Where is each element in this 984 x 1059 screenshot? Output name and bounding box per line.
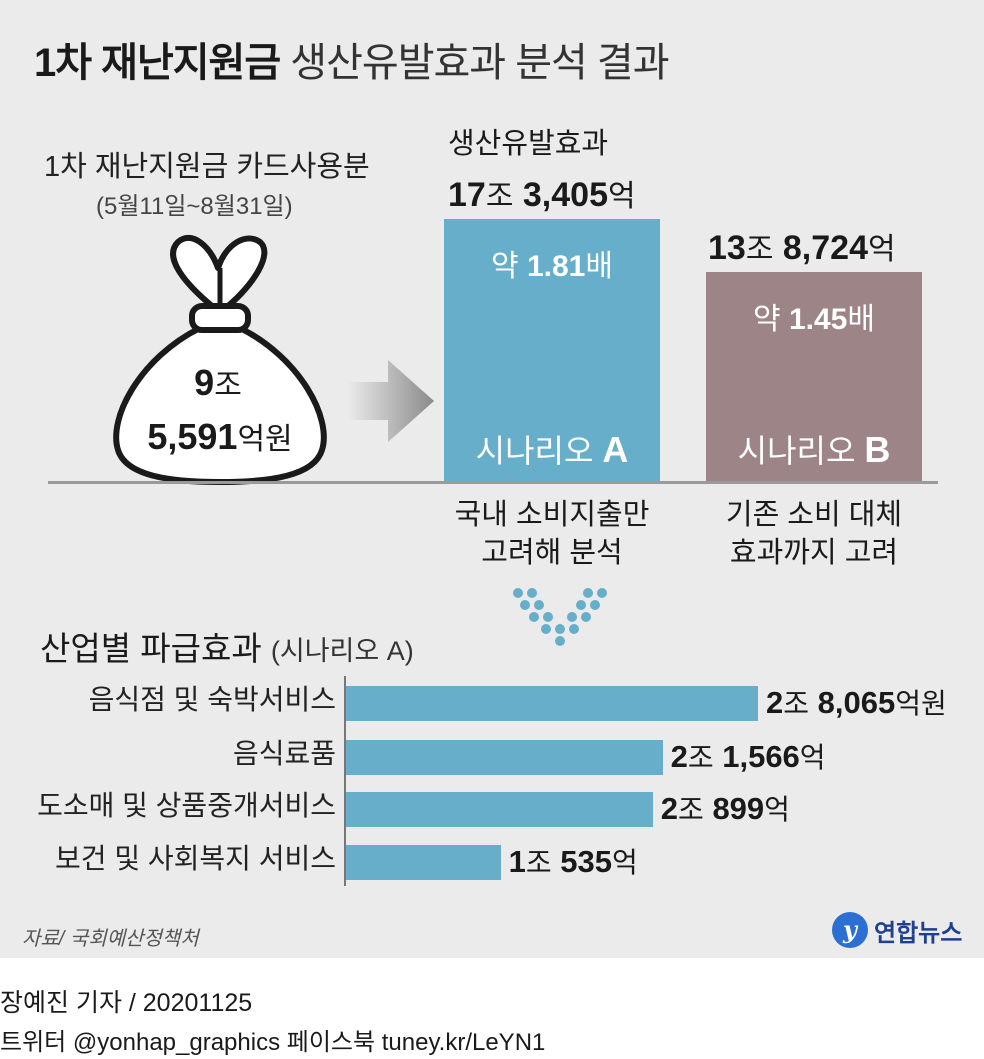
arrow-right-icon [348, 360, 434, 442]
effect-label: 생산유발효과 [448, 128, 609, 160]
scenario-ratio: 약 1.81배 [491, 250, 613, 283]
bag-amount-num1: 9 [194, 362, 215, 403]
scenario-value-label: 17조 3,405억 [448, 176, 636, 214]
scenario-name: 시나리오 B [737, 428, 891, 470]
bag-amount-line2: 5,591억원 [120, 414, 320, 458]
source-text: 자료/ 국회예산정책처 [22, 928, 199, 950]
scenario-description: 기존 소비 대체 효과까지 고려 [725, 499, 903, 569]
industry-label: 음식료품 [232, 738, 336, 769]
industry-label: 도소매 및 상품중개서비스 [37, 790, 336, 821]
industry-axis-line [344, 676, 346, 886]
card-usage-label: 1차 재난지원금 카드사용분 [44, 151, 370, 183]
industry-value-label: 2조 899억 [660, 791, 790, 826]
bag-amount-line1: 9조 [118, 360, 318, 404]
footer-reporter: 장예진 기자 / 20201125 [0, 989, 253, 1017]
footer-social: 트위터 @yonhap_graphics 페이스북 tuney.kr/LeYN1 [0, 1029, 546, 1056]
industry-value-label: 2조 8,065억원 [766, 685, 947, 720]
industry-bar [346, 686, 758, 721]
industry-value-label: 1조 535억 [508, 844, 638, 879]
title-bold: 1차 재난지원금 [34, 41, 281, 85]
industry-bar [346, 740, 663, 775]
money-bag-icon [113, 234, 327, 485]
industry-section-title: 산업별 파급효과 (시나리오 A) [40, 622, 414, 670]
industry-subtitle: (시나리오 A) [270, 636, 414, 666]
svg-text:y: y [842, 915, 859, 944]
bag-amount-unit2: 억원 [237, 423, 293, 456]
yonhap-logo-text: 연합뉴스 [874, 919, 963, 947]
industry-label: 음식점 및 숙박서비스 [88, 684, 336, 715]
page-title: 1차 재난지원금 생산유발효과 분석 결과 [34, 30, 670, 88]
industry-bar [346, 792, 653, 827]
baseline [48, 481, 938, 484]
card-usage-period: (5월11일~8월31일) [96, 193, 293, 220]
yonhap-logo-icon: y [832, 912, 868, 948]
yonhap-logo: y 연합뉴스 [830, 910, 962, 950]
scenario-ratio: 약 1.45배 [753, 302, 875, 336]
scenario-value-label: 13조 8,724억 [708, 228, 896, 267]
title-rest: 생산유발효과 분석 결과 [290, 41, 669, 85]
industry-bar [346, 845, 501, 880]
bag-amount-unit1: 조 [214, 369, 242, 402]
scenario-name: 시나리오 A [475, 429, 629, 470]
scenario-description: 국내 소비지출만 고려해 분석 [454, 499, 650, 569]
industry-label: 보건 및 사회복지 서비스 [55, 843, 336, 874]
industry-value-label: 2조 1,566억 [670, 739, 826, 774]
bag-amount-num2: 5,591 [147, 416, 238, 457]
industry-title: 산업별 파급효과 [40, 630, 262, 667]
dotted-chevron-down-icon [513, 588, 607, 646]
